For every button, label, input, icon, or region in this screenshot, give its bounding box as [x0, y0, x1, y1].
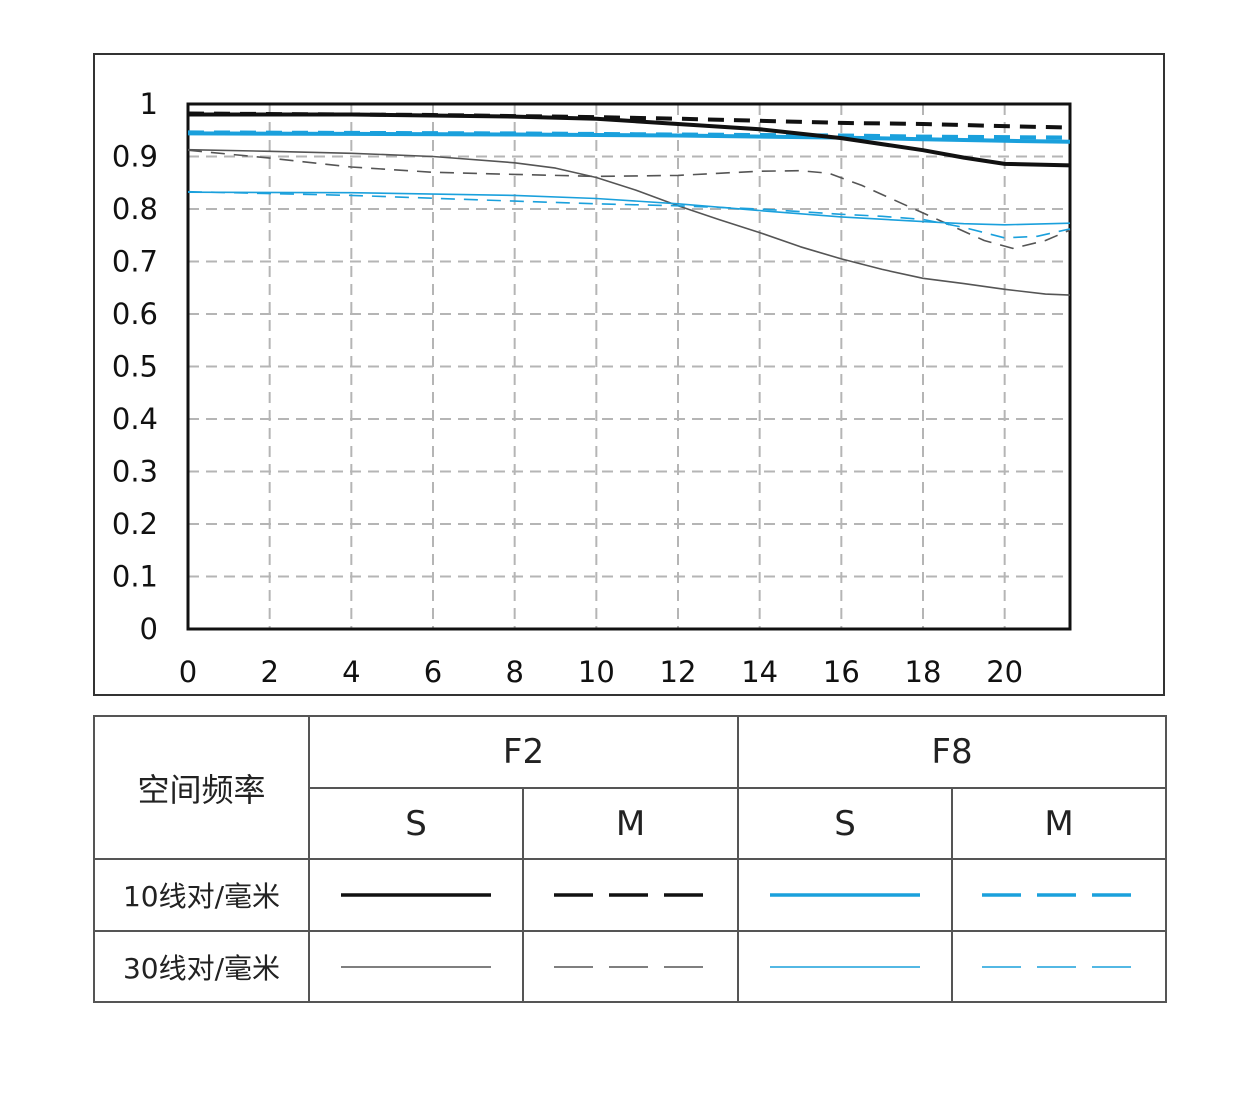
legend-cell [308, 930, 524, 1003]
x-tick-label: 4 [342, 655, 360, 689]
x-tick-label: 12 [660, 655, 697, 689]
y-tick-label: 0.5 [112, 350, 158, 384]
x-tick-label: 20 [986, 655, 1023, 689]
x-tick-label: 18 [905, 655, 942, 689]
series-line-1 [187, 111, 1071, 130]
y-tick-label: 0 [140, 612, 158, 646]
legend-group-f8: F8 [737, 715, 1167, 789]
y-tick-label: 1 [140, 87, 158, 121]
legend-cell [522, 930, 739, 1003]
x-tick-label: 8 [505, 655, 523, 689]
legend-cell [737, 858, 953, 932]
y-tick-label: 0.4 [112, 402, 158, 436]
legend-sample-f8-s-10 [770, 893, 920, 897]
series-line-7 [187, 190, 1071, 239]
legend-row-10lp: 10线对/毫米 [93, 858, 310, 932]
legend-sample-f8-s-30 [770, 965, 920, 968]
legend-cell [737, 930, 953, 1003]
y-tick-label: 0.3 [112, 455, 158, 489]
x-tick-label: 16 [823, 655, 860, 689]
legend-sample-f8-m-10 [982, 893, 1131, 897]
legend-table: 空间频率 F2 F8 S M S M 10线对/毫米 30线对/毫米 [93, 715, 1167, 1003]
legend-sample-f2-m-30 [553, 965, 703, 968]
y-tick-label: 0.1 [112, 560, 158, 594]
y-tick-label: 0.9 [112, 140, 158, 174]
x-tick-label: 6 [424, 655, 442, 689]
legend-col-f8-m: M [951, 787, 1167, 860]
legend-sample-f8-m-30 [982, 965, 1131, 968]
legend-cell [308, 858, 524, 932]
x-tick-label: 10 [578, 655, 615, 689]
y-tick-label: 0.8 [112, 192, 158, 226]
y-tick-label: 0.6 [112, 297, 158, 331]
x-tick-label: 0 [179, 655, 197, 689]
legend-sample-f2-m-10 [553, 893, 703, 897]
series-line-6 [187, 191, 1071, 226]
series-line-5 [187, 149, 1071, 250]
legend-sample-f2-s-10 [341, 893, 491, 897]
y-tick-label: 0.7 [112, 245, 158, 279]
y-tick-label: 0.2 [112, 507, 158, 541]
legend-col-f2-m: M [522, 787, 739, 860]
x-tick-label: 2 [260, 655, 278, 689]
legend-sample-f2-s-30 [341, 965, 491, 968]
chart-frame: 0 2 4 6 8 10 12 14 16 18 20 0 0.1 0.2 0.3 0.4 0.5 0.6 0.7 0… [93, 53, 1165, 696]
x-tick-label: 14 [741, 655, 778, 689]
legend-group-f2: F2 [308, 715, 739, 789]
legend-corner-label: 空间频率 [93, 715, 310, 860]
mtf-chart: 0 2 4 6 8 10 12 14 16 18 20 0 0.1 0.2 0.3 0.4 0.5 0.6 0.7 0… [112, 87, 1072, 689]
series-line-4 [187, 148, 1071, 296]
legend-cell [522, 858, 739, 932]
legend-row-30lp: 30线对/毫米 [93, 930, 310, 1003]
legend-col-f8-s: S [737, 787, 953, 860]
legend-cell [951, 858, 1167, 932]
series-line-3 [187, 130, 1071, 140]
plot-border [186, 102, 1072, 631]
legend-col-f2-s: S [308, 787, 524, 860]
legend-cell [951, 930, 1167, 1003]
